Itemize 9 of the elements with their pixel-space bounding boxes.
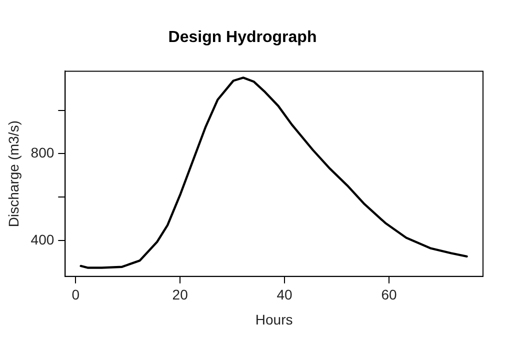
- y-tick-label: 800: [30, 144, 54, 161]
- x-axis-title: Hours: [255, 311, 293, 328]
- x-tick-label: 40: [276, 286, 293, 303]
- x-tick-label: 60: [381, 286, 397, 303]
- chart-title: Design Hydrograph: [168, 29, 317, 46]
- x-tick-label: 0: [72, 286, 80, 303]
- y-axis-title: Discharge (m3/s): [5, 120, 22, 228]
- y-tick-label: 400: [30, 231, 54, 248]
- x-tick-label: 20: [172, 286, 188, 303]
